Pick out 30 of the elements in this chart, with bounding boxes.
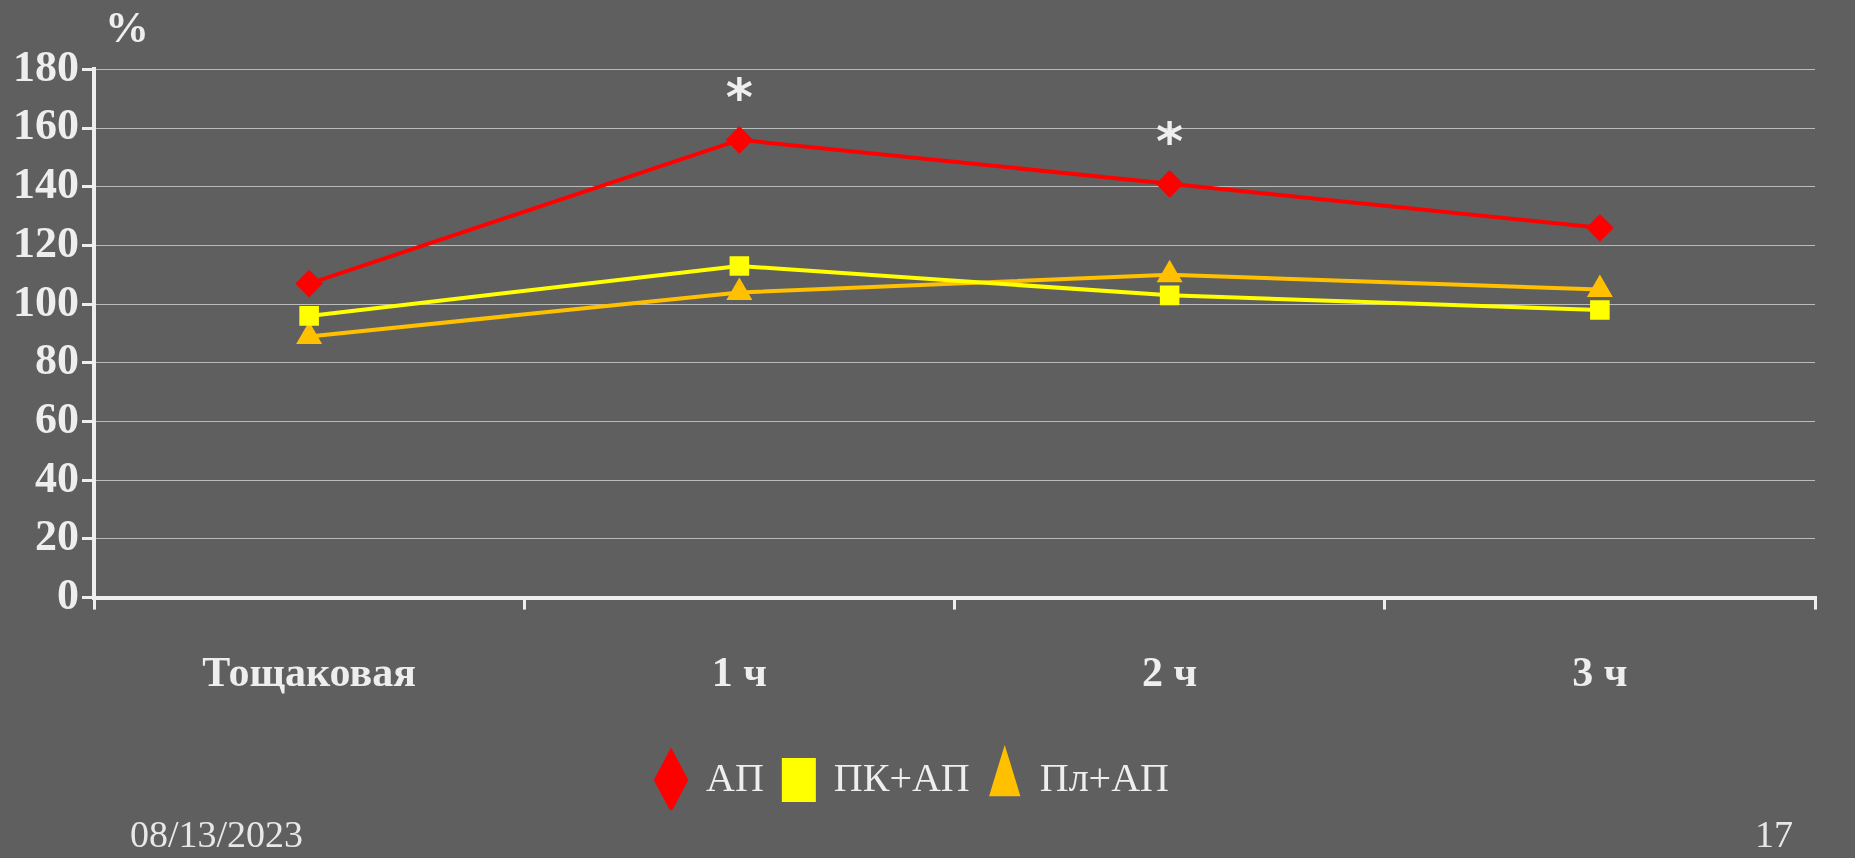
x-tick-label: Тощаковая — [202, 648, 416, 695]
annotation: * — [725, 67, 753, 128]
point — [726, 126, 753, 153]
y-tick-label: 180 — [13, 41, 79, 91]
legend-label: АП — [706, 754, 764, 800]
point — [1156, 170, 1183, 197]
point — [299, 306, 319, 326]
y-tick-label: 120 — [13, 217, 79, 267]
x-tick-label: 3 ч — [1572, 648, 1628, 695]
legend-label: Пл+АП — [1039, 754, 1169, 800]
annotation: * — [1156, 111, 1184, 172]
y-tick-label: 80 — [35, 335, 79, 385]
point — [1586, 214, 1613, 241]
y-tick-label: 100 — [13, 276, 79, 326]
point — [1590, 300, 1610, 320]
y-tick-label: 40 — [35, 452, 79, 502]
y-tick-label: 160 — [13, 100, 79, 150]
point — [296, 270, 323, 297]
y-tick-label: 140 — [13, 159, 79, 209]
point — [729, 256, 750, 276]
y-tick-label: 20 — [35, 511, 79, 561]
x-tick-label: 1 ч — [711, 648, 767, 695]
y-tick-label: 60 — [35, 393, 79, 443]
y-tick-label: 0 — [57, 569, 79, 619]
x-tick-label: 2 ч — [1142, 648, 1198, 695]
text: 08/13/2023 — [130, 812, 304, 856]
text: 17 — [1755, 812, 1793, 856]
legend-label: ПК+АП — [833, 754, 970, 800]
y-axis-title: % — [105, 2, 149, 53]
point — [1159, 285, 1180, 306]
